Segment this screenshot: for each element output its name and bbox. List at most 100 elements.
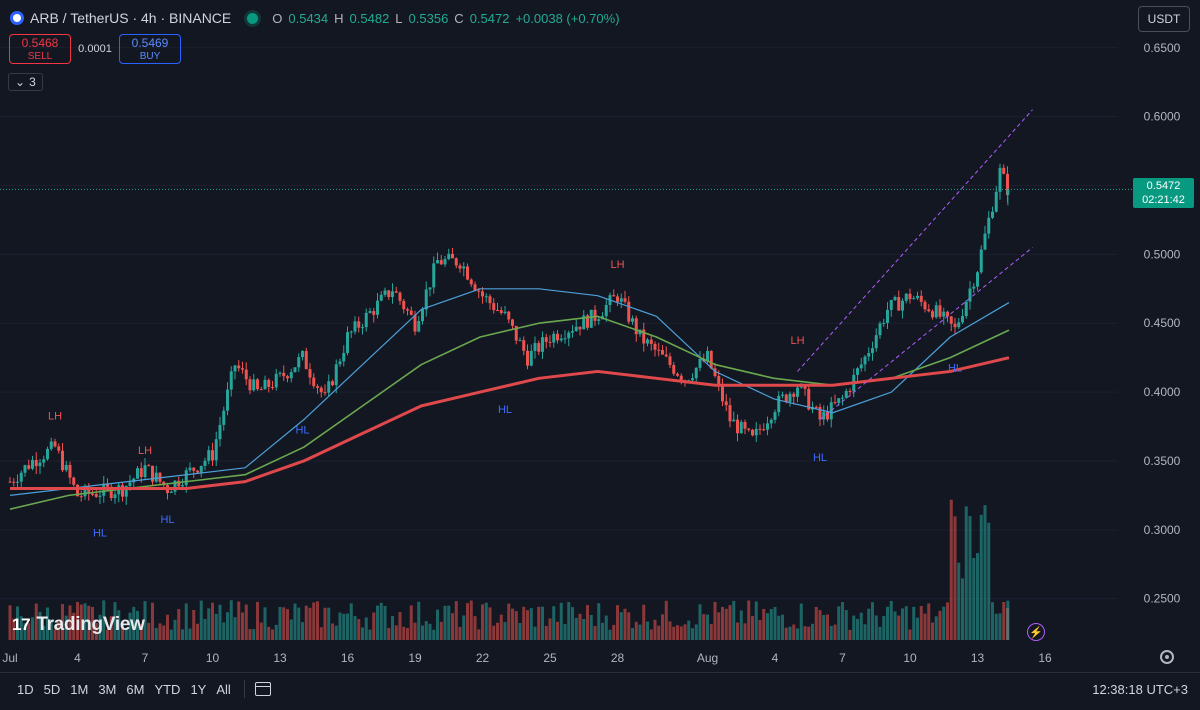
candle-body bbox=[428, 287, 432, 290]
candle-body bbox=[548, 341, 552, 343]
volume-bar bbox=[282, 607, 286, 640]
last-price-tag: 0.5472 02:21:42 bbox=[1133, 178, 1194, 208]
symbol-title[interactable]: ARB / TetherUS · 4h · BINANCE bbox=[30, 10, 232, 26]
volume-bar bbox=[473, 616, 477, 640]
candle-body bbox=[319, 387, 323, 393]
sell-label: SELL bbox=[27, 51, 53, 62]
volume-bar bbox=[529, 608, 533, 640]
range-button-3m[interactable]: 3M bbox=[98, 681, 117, 697]
volume-bar bbox=[991, 602, 994, 640]
candle-body bbox=[897, 297, 901, 311]
volume-bar bbox=[638, 624, 642, 640]
volume-bar bbox=[466, 603, 469, 640]
candle-body bbox=[432, 263, 436, 288]
x-tick-label: 28 bbox=[611, 651, 625, 665]
volume-bar bbox=[98, 614, 102, 640]
sell-button[interactable]: 0.5468 SELL bbox=[9, 34, 71, 64]
indicators-count: 3 bbox=[29, 75, 36, 89]
channel-line bbox=[819, 247, 1033, 421]
volume-bar bbox=[259, 622, 263, 640]
candle-body bbox=[173, 480, 177, 492]
candle-body bbox=[372, 311, 376, 315]
calendar-icon[interactable] bbox=[254, 682, 271, 696]
volume-bar bbox=[319, 627, 323, 640]
range-button-1d[interactable]: 1D bbox=[17, 681, 34, 697]
candle-body bbox=[259, 389, 263, 391]
volume-bar bbox=[424, 621, 428, 640]
candle-body bbox=[541, 337, 544, 352]
candle-body bbox=[394, 291, 398, 293]
volume-bar bbox=[447, 605, 451, 640]
candle-body bbox=[488, 296, 492, 304]
range-button-all[interactable]: All bbox=[216, 681, 231, 697]
candle-body bbox=[597, 319, 601, 321]
volume-bar bbox=[252, 629, 256, 640]
volume-bar bbox=[454, 601, 458, 640]
candle-body bbox=[529, 350, 533, 366]
candle-body bbox=[657, 349, 661, 351]
volume-bar bbox=[979, 514, 983, 640]
candle-body bbox=[229, 371, 233, 390]
volume-bar bbox=[537, 606, 541, 640]
range-button-1y[interactable]: 1Y bbox=[190, 681, 207, 697]
range-button-ytd[interactable]: YTD bbox=[154, 681, 181, 697]
volume-bar bbox=[199, 600, 203, 640]
volume-bar bbox=[957, 562, 961, 640]
volume-bar bbox=[117, 610, 121, 640]
volume-bar bbox=[188, 628, 192, 640]
volume-bar bbox=[507, 603, 511, 640]
gear-icon[interactable] bbox=[1160, 650, 1174, 664]
volume-bar bbox=[934, 616, 938, 640]
range-button-1m[interactable]: 1M bbox=[70, 681, 89, 697]
y-tick-label: 0.4500 bbox=[1144, 316, 1181, 330]
candle-body bbox=[27, 465, 31, 469]
indicators-toggle[interactable]: ⌄ 3 bbox=[8, 73, 43, 91]
candle-body bbox=[874, 335, 878, 349]
buy-button[interactable]: 0.5469 BUY bbox=[119, 34, 181, 64]
candle-body bbox=[979, 249, 983, 273]
volume-bar bbox=[863, 624, 867, 640]
lightning-icon[interactable]: ⚡ bbox=[1027, 623, 1045, 641]
tradingview-logo[interactable]: 17 TradingView bbox=[12, 614, 145, 636]
clock: 12:38:18 UTC+3 bbox=[1092, 681, 1188, 697]
candle-body bbox=[784, 394, 788, 402]
volume-bar bbox=[421, 625, 424, 640]
volume-bar bbox=[586, 605, 589, 640]
candle-body bbox=[143, 465, 147, 477]
volume-bar bbox=[826, 614, 829, 640]
volume-bar bbox=[811, 623, 814, 640]
y-tick-label: 0.6500 bbox=[1144, 41, 1181, 55]
volume-bar bbox=[312, 602, 316, 640]
range-button-6m[interactable]: 6M bbox=[126, 681, 145, 697]
candle-body bbox=[871, 348, 874, 354]
candle-body bbox=[586, 315, 589, 328]
candle-body bbox=[188, 467, 192, 471]
volume-bar bbox=[214, 613, 218, 640]
candle-body bbox=[709, 350, 713, 369]
candle-body bbox=[413, 314, 417, 332]
volume-bar bbox=[751, 615, 754, 640]
candle-body bbox=[338, 361, 342, 365]
candle-body bbox=[499, 310, 503, 313]
range-button-5d[interactable]: 5D bbox=[43, 681, 61, 697]
volume-bar bbox=[777, 615, 781, 640]
annotations: LH HL LH HL HL HL LH LH HL HL bbox=[48, 259, 962, 540]
candle-body bbox=[46, 448, 49, 460]
currency-selector[interactable]: USDT bbox=[1138, 6, 1190, 32]
candle-body bbox=[522, 340, 526, 351]
volume-bar bbox=[983, 505, 987, 640]
volume-bar bbox=[968, 516, 972, 640]
candle-body bbox=[904, 293, 908, 301]
candle-body bbox=[698, 358, 702, 368]
candle-body bbox=[484, 296, 488, 298]
candle-body bbox=[451, 253, 454, 259]
candle-body bbox=[893, 297, 897, 301]
candle-body bbox=[867, 353, 871, 357]
candle-body bbox=[769, 419, 773, 424]
volume-bar bbox=[736, 622, 739, 640]
candle-body bbox=[976, 272, 979, 287]
volume-bar bbox=[664, 600, 668, 640]
candle-body bbox=[301, 351, 304, 358]
